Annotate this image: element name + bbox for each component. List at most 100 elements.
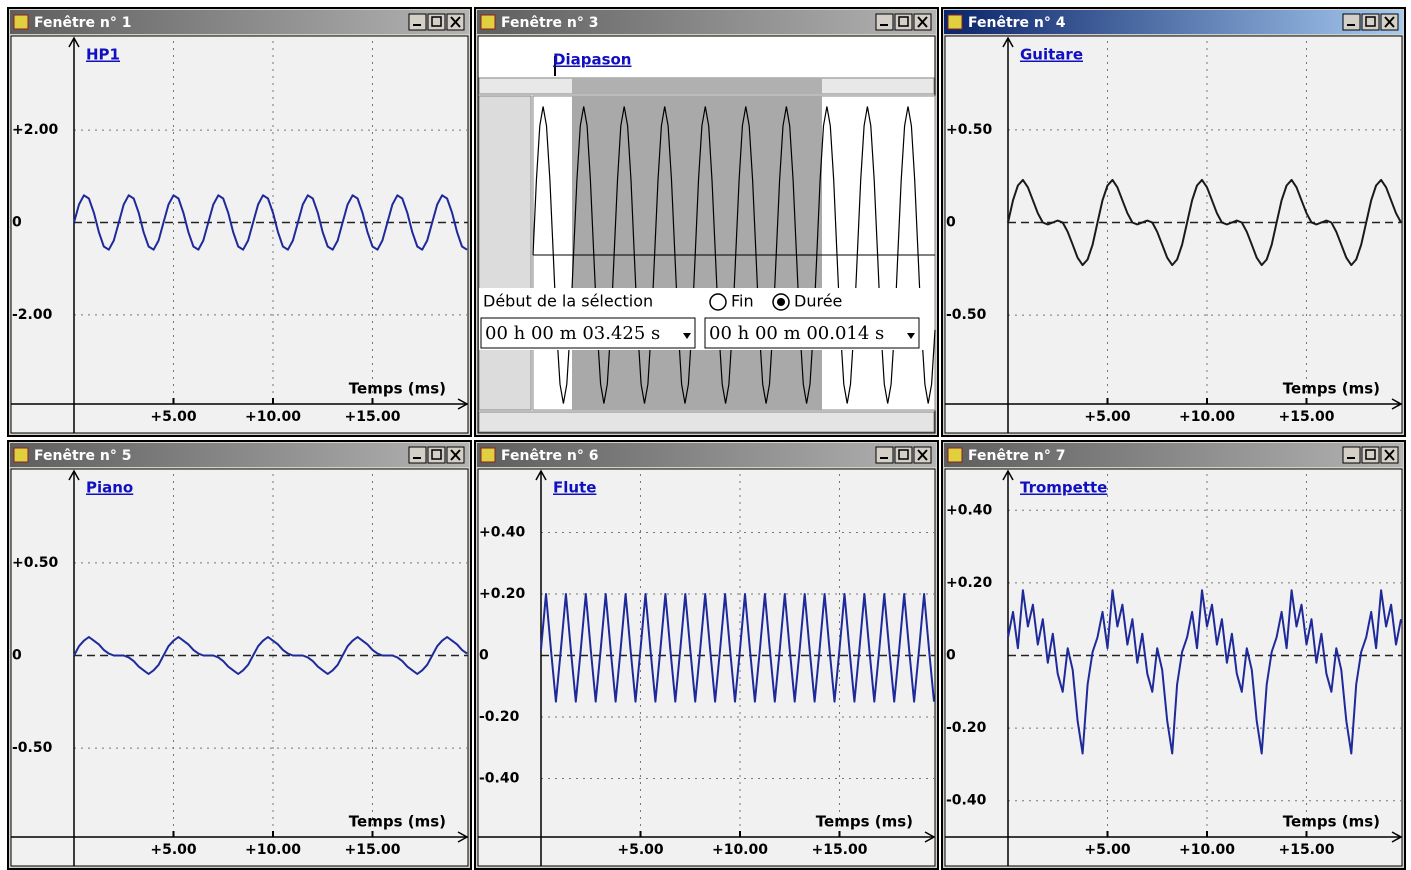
y-tick-label: +0.40	[479, 524, 526, 540]
radio-fin[interactable]	[710, 294, 726, 310]
x-tick-label: +10.00	[1179, 409, 1235, 425]
y-tick-label: -0.50	[12, 740, 53, 756]
chart-title: Piano	[86, 479, 133, 497]
minimize-button[interactable]	[876, 14, 893, 30]
x-axis-label: Temps (ms)	[1283, 813, 1380, 831]
y-tick-label: 0	[479, 648, 489, 664]
y-tick-label: +0.50	[946, 122, 993, 138]
window: Fenêtre n° 6 +0.40 +0.20 0 -0.20 -0.40 +5.00 +1…	[475, 441, 938, 869]
window: Fenêtre n° 7+0.40+0.200-0.20-0.40+5.00+1…	[942, 441, 1405, 869]
maximize-button[interactable]	[1362, 14, 1379, 30]
x-axis-label: Temps (ms)	[816, 813, 913, 831]
app-icon	[481, 448, 495, 462]
x-tick-label: +15.00	[1278, 842, 1334, 858]
close-button[interactable]	[914, 14, 931, 30]
page: Fenêtre n° 1 +2.00 0 -2.00 +5.00 +10.00 +15.00…	[0, 0, 1411, 870]
minimize-button[interactable]	[409, 14, 426, 30]
y-tick-label: +0.20	[946, 575, 993, 591]
selection	[572, 96, 822, 410]
field-value: 00 h 00 m 03.425 s	[485, 323, 660, 344]
app-icon	[14, 15, 28, 29]
x-tick-label: +10.00	[245, 409, 301, 425]
x-axis-label: Temps (ms)	[1283, 380, 1380, 398]
radio-dot	[777, 298, 785, 306]
minimize-button[interactable]	[409, 447, 426, 463]
window-title: Fenêtre n° 4	[968, 15, 1066, 31]
close-button[interactable]	[914, 447, 931, 463]
y-tick-label: -0.50	[946, 307, 987, 323]
y-tick-label: -0.40	[479, 771, 520, 787]
selection-label: Début de la sélection	[483, 292, 653, 311]
window: Fenêtre n° 4+0.500-0.50+5.00+10.00+15.00…	[942, 8, 1405, 436]
chart-title: HP1	[86, 46, 120, 64]
window-title: Fenêtre n° 1	[34, 15, 132, 31]
status-strip	[479, 412, 934, 432]
minimize-button[interactable]	[876, 447, 893, 463]
y-tick-label: -2.00	[12, 307, 53, 323]
x-tick-label: +15.00	[344, 409, 400, 425]
x-tick-label: +15.00	[811, 842, 867, 858]
x-tick-label: +5.00	[150, 409, 197, 425]
client-area	[11, 36, 468, 433]
track-panel	[479, 96, 531, 410]
y-tick-label: +0.50	[12, 555, 59, 571]
maximize-button[interactable]	[428, 447, 445, 463]
close-button[interactable]	[1381, 14, 1398, 30]
option-label: Fin	[731, 292, 754, 311]
y-tick-label: +0.40	[946, 502, 993, 518]
maximize-button[interactable]	[1362, 447, 1379, 463]
app-icon	[481, 15, 495, 29]
x-tick-label: +15.00	[1278, 409, 1334, 425]
client-area	[478, 469, 935, 866]
app-icon	[14, 448, 28, 462]
minimize-button[interactable]	[1343, 14, 1360, 30]
x-tick-label: +10.00	[1179, 842, 1235, 858]
maximize-button[interactable]	[895, 14, 912, 30]
button-face	[876, 447, 893, 463]
y-tick-label: 0	[946, 648, 956, 664]
desktop: Fenêtre n° 1 +2.00 0 -2.00 +5.00 +10.00 +15.00…	[0, 0, 1411, 870]
window: Fenêtre n° 5+0.500-0.50+5.00+10.00+15.00…	[8, 441, 471, 869]
close-button[interactable]	[1381, 447, 1398, 463]
client-area	[945, 36, 1402, 433]
chart-title: Trompette	[1020, 479, 1107, 497]
field-value: 00 h 00 m 00.014 s	[709, 323, 884, 344]
button-face	[409, 14, 426, 30]
window: Fenêtre n° 3 Diapason Début de la sélectio…	[475, 8, 938, 436]
button-face	[876, 14, 893, 30]
title-strip	[479, 37, 934, 77]
x-tick-label: +5.00	[150, 842, 197, 858]
window: Fenêtre n° 1 +2.00 0 -2.00 +5.00 +10.00 +15.00…	[8, 8, 471, 436]
close-button[interactable]	[447, 14, 464, 30]
time-field[interactable]: 00 h 00 m 00.014 s	[705, 318, 919, 348]
minimize-button[interactable]	[1343, 447, 1360, 463]
y-tick-label: 0	[12, 648, 22, 664]
x-axis-label: Temps (ms)	[349, 813, 446, 831]
y-tick-label: +0.20	[479, 586, 526, 602]
window-title: Fenêtre n° 3	[501, 15, 599, 31]
button-face	[1343, 447, 1360, 463]
client-area	[11, 469, 468, 866]
time-field[interactable]: 00 h 00 m 03.425 s	[481, 318, 695, 348]
x-tick-label: +5.00	[1084, 409, 1131, 425]
x-tick-label: +15.00	[344, 842, 400, 858]
button-face	[1343, 14, 1360, 30]
y-tick-label: -0.20	[946, 720, 987, 736]
x-tick-label: +5.00	[617, 842, 664, 858]
window-title: Fenêtre n° 5	[34, 448, 132, 464]
window-title: Fenêtre n° 7	[968, 448, 1066, 464]
window-title: Fenêtre n° 6	[501, 448, 599, 464]
y-tick-label: +2.00	[12, 122, 59, 138]
close-button[interactable]	[447, 447, 464, 463]
selection-ruler	[572, 78, 822, 94]
app-icon	[948, 448, 962, 462]
maximize-button[interactable]	[895, 447, 912, 463]
app-icon	[948, 15, 962, 29]
y-tick-label: -0.40	[946, 793, 987, 809]
option-label: Durée	[794, 292, 842, 311]
y-tick-label: 0	[12, 215, 22, 231]
maximize-button[interactable]	[428, 14, 445, 30]
x-axis-label: Temps (ms)	[349, 380, 446, 398]
chart-title: Diapason	[553, 51, 632, 69]
y-tick-label: -0.20	[479, 709, 520, 725]
